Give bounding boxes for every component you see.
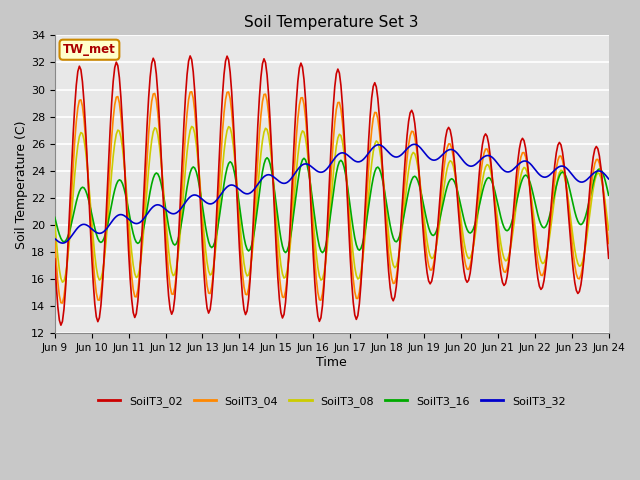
SoilT3_32 bbox=[411, 142, 419, 147]
SoilT3_02 bbox=[156, 117, 163, 122]
SoilT3_16 bbox=[319, 250, 326, 255]
SoilT3_32 bbox=[51, 236, 59, 241]
SoilT3_04 bbox=[51, 237, 59, 243]
Legend: SoilT3_02, SoilT3_04, SoilT3_08, SoilT3_16, SoilT3_32: SoilT3_02, SoilT3_04, SoilT3_08, SoilT3_… bbox=[93, 392, 570, 411]
SoilT3_02 bbox=[400, 174, 408, 180]
SoilT3_08 bbox=[51, 219, 59, 225]
SoilT3_08 bbox=[400, 208, 408, 214]
SoilT3_02 bbox=[68, 162, 76, 168]
SoilT3_32 bbox=[540, 174, 548, 180]
SoilT3_04 bbox=[400, 191, 408, 197]
SoilT3_16 bbox=[369, 175, 377, 181]
Text: TW_met: TW_met bbox=[63, 43, 116, 56]
SoilT3_16 bbox=[154, 171, 162, 177]
SoilT3_04 bbox=[68, 187, 76, 192]
SoilT3_04 bbox=[605, 240, 612, 246]
SoilT3_16 bbox=[605, 192, 612, 198]
SoilT3_08 bbox=[540, 260, 548, 266]
Line: SoilT3_02: SoilT3_02 bbox=[55, 56, 609, 325]
SoilT3_32 bbox=[387, 151, 394, 157]
SoilT3_32 bbox=[156, 202, 163, 208]
SoilT3_08 bbox=[156, 143, 163, 148]
SoilT3_04 bbox=[369, 116, 377, 121]
SoilT3_02 bbox=[369, 84, 377, 89]
Y-axis label: Soil Temperature (C): Soil Temperature (C) bbox=[15, 120, 28, 249]
SoilT3_16 bbox=[388, 229, 396, 235]
SoilT3_16 bbox=[67, 226, 74, 232]
SoilT3_08 bbox=[188, 123, 196, 129]
SoilT3_32 bbox=[399, 151, 406, 156]
SoilT3_04 bbox=[156, 128, 163, 134]
SoilT3_02 bbox=[388, 295, 396, 300]
SoilT3_04 bbox=[59, 300, 67, 306]
SoilT3_08 bbox=[369, 149, 377, 155]
Line: SoilT3_32: SoilT3_32 bbox=[55, 144, 609, 243]
SoilT3_16 bbox=[263, 155, 271, 161]
SoilT3_32 bbox=[368, 146, 376, 152]
SoilT3_02 bbox=[57, 322, 65, 328]
SoilT3_02 bbox=[51, 256, 59, 262]
SoilT3_16 bbox=[400, 213, 408, 218]
SoilT3_04 bbox=[388, 276, 396, 281]
SoilT3_16 bbox=[540, 225, 548, 231]
SoilT3_32 bbox=[59, 240, 67, 246]
SoilT3_04 bbox=[188, 89, 196, 95]
Line: SoilT3_08: SoilT3_08 bbox=[55, 126, 609, 282]
Line: SoilT3_16: SoilT3_16 bbox=[55, 158, 609, 252]
SoilT3_02 bbox=[605, 255, 612, 261]
SoilT3_08 bbox=[59, 279, 67, 285]
SoilT3_02 bbox=[186, 53, 194, 59]
SoilT3_32 bbox=[68, 233, 76, 239]
SoilT3_04 bbox=[540, 269, 548, 275]
Title: Soil Temperature Set 3: Soil Temperature Set 3 bbox=[244, 15, 419, 30]
SoilT3_32 bbox=[605, 176, 612, 182]
SoilT3_16 bbox=[51, 215, 59, 220]
SoilT3_02 bbox=[540, 277, 548, 283]
SoilT3_08 bbox=[388, 255, 396, 261]
SoilT3_08 bbox=[68, 210, 76, 216]
SoilT3_08 bbox=[605, 227, 612, 233]
Line: SoilT3_04: SoilT3_04 bbox=[55, 92, 609, 303]
X-axis label: Time: Time bbox=[316, 356, 347, 369]
